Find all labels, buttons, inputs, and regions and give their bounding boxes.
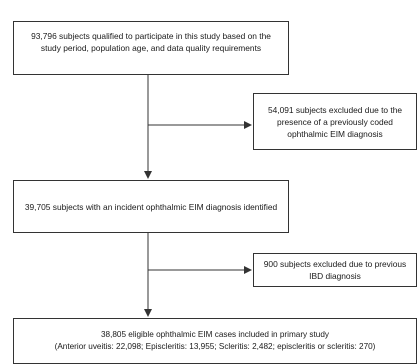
eligible-cases-text: 38,805 eligible ophthalmic EIM cases inc… xyxy=(100,330,329,339)
eligible-cases-box: 38,805 eligible ophthalmic EIM cases inc… xyxy=(13,318,417,364)
incident-eim-text: 39,705 subjects with an incident ophthal… xyxy=(24,201,278,212)
incident-eim-box: 39,705 subjects with an incident ophthal… xyxy=(13,180,289,233)
eligible-cases-breakdown-text: (Anterior uveitis: 22,098; Episcleritis:… xyxy=(54,342,376,351)
excluded-previous-eim-box: 54,091 subjects excluded due to the pres… xyxy=(253,93,417,150)
excluded-previous-eim-text: 54,091 subjects excluded due to the pres… xyxy=(267,105,403,139)
qualified-subjects-text: 93,796 subjects qualified to participate… xyxy=(31,31,271,53)
excluded-previous-ibd-text: 900 subjects excluded due to previous IB… xyxy=(263,259,407,281)
excluded-previous-ibd-box: 900 subjects excluded due to previous IB… xyxy=(253,253,417,287)
qualified-subjects-box: 93,796 subjects qualified to participate… xyxy=(13,21,289,75)
